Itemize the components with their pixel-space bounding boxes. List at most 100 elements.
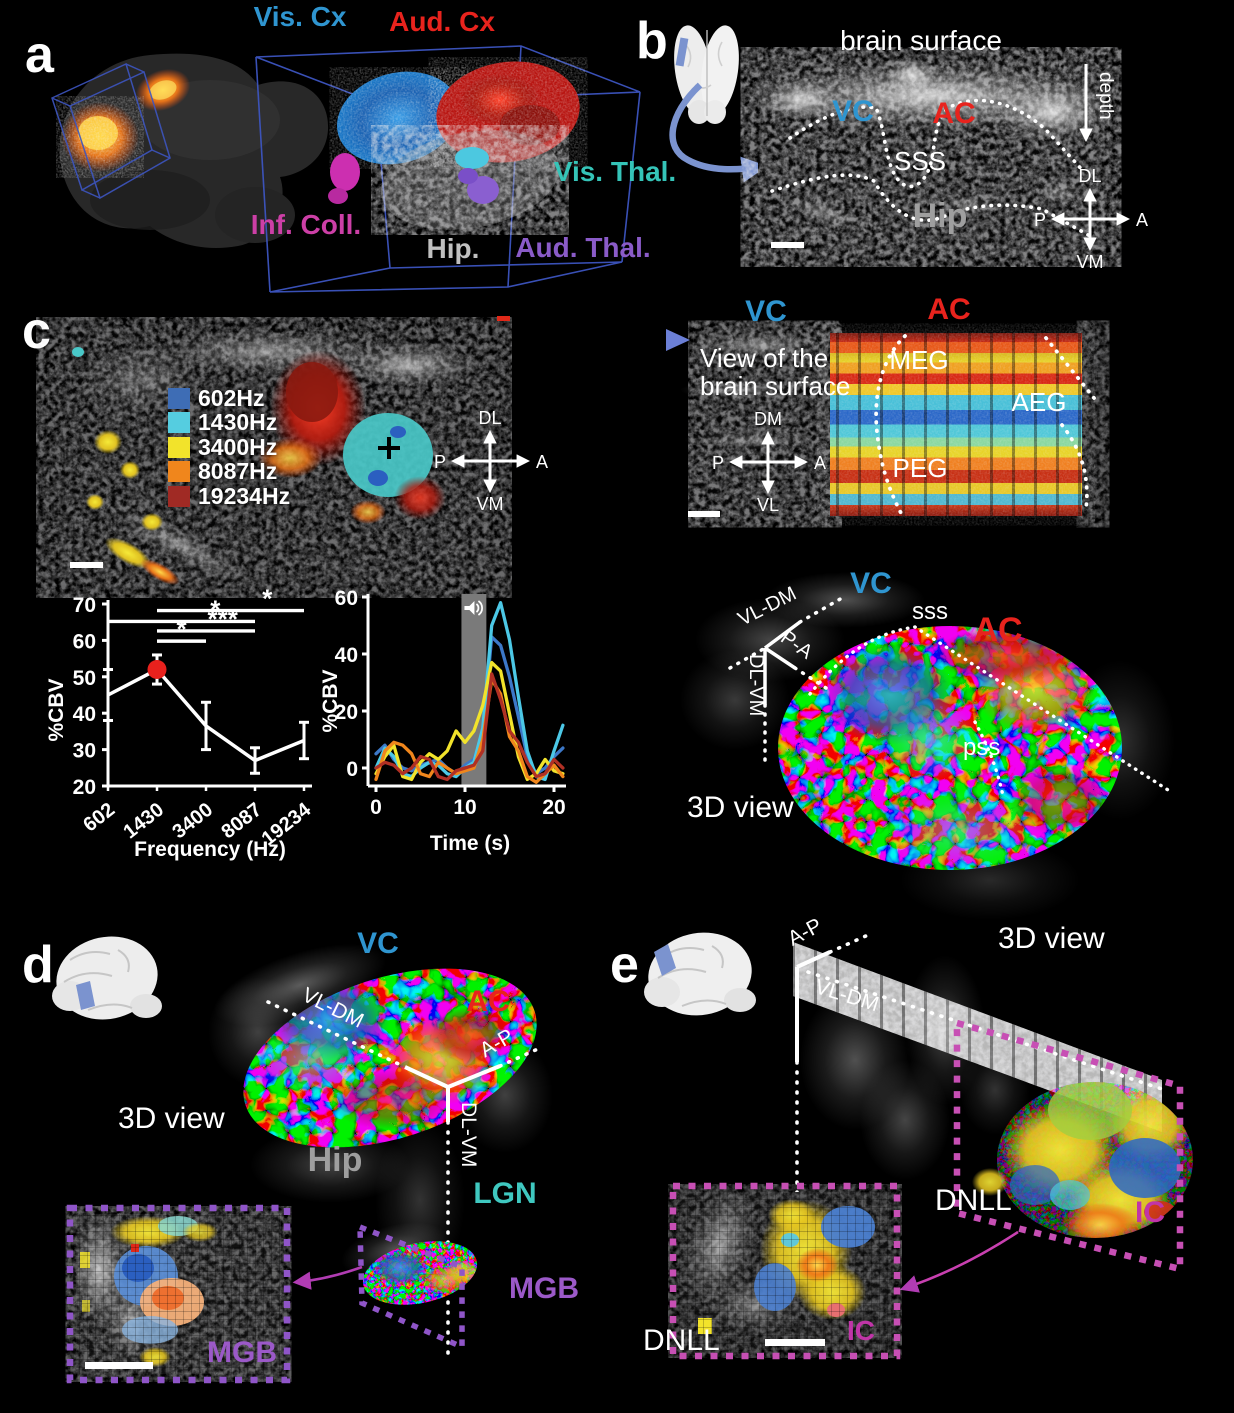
scale-bar	[765, 1339, 825, 1346]
panel-b-title: brain surface	[840, 25, 1002, 56]
wireframe-box-small	[51, 62, 171, 200]
compass-right: A	[536, 452, 548, 472]
surface-note-2: brain surface	[700, 371, 850, 401]
label-aud-cx: Aud. Cx	[389, 6, 495, 37]
label-sss: sss	[912, 598, 948, 625]
legend-label: 1430Hz	[198, 409, 278, 436]
legend-item-1430Hz: 1430Hz	[168, 411, 290, 436]
depth-label: depth	[1095, 72, 1116, 120]
view-3d-c: VL-DM DL-VM P-A VC sss AC pss 3D view	[680, 567, 1175, 920]
panel-d: d VL-DM A-P DL-VM VC AC 3D view	[22, 927, 579, 1384]
compass-up: DM	[754, 409, 782, 429]
panel-e: e 3D view A-P VL-DM	[610, 914, 1193, 1360]
compass-c-left: DL P A VM	[434, 408, 548, 514]
panel-a-letter: a	[25, 26, 55, 84]
svg-text:*: *	[210, 594, 221, 624]
scale-bar	[70, 562, 103, 568]
mgb-inset: MGB	[66, 1204, 291, 1384]
svg-text:20: 20	[542, 796, 565, 819]
panel-b: b brain surface VC AC SSS Hip depth	[636, 12, 1148, 272]
label-hip: Hip	[308, 1141, 363, 1179]
speaker-icon	[464, 600, 483, 616]
svg-text:60: 60	[73, 630, 96, 653]
svg-text:70: 70	[73, 594, 96, 617]
compass-right: A	[1136, 210, 1148, 230]
panel-d-letter: d	[22, 936, 54, 994]
legend-label: 19234Hz	[198, 482, 291, 509]
brain-3d-render-overview	[51, 53, 329, 248]
label-inf-coll: Inf. Coll.	[251, 209, 361, 240]
brain-icon-dorsal	[674, 25, 739, 124]
label-aud-thal: Aud. Thal.	[515, 232, 650, 263]
compass-left: P	[434, 452, 446, 472]
svg-text:40: 40	[335, 644, 358, 667]
label-ac: AC	[973, 611, 1022, 649]
gyri-boundaries-dotted	[874, 334, 1096, 517]
svg-text:602: 602	[79, 799, 119, 837]
label-mgb: MGB	[509, 1272, 579, 1305]
compass-c-right: DM P A VL	[712, 409, 826, 515]
brain-icon-lateral-e	[644, 932, 756, 1016]
slice-arrowhead	[666, 329, 690, 351]
crosshair-marker	[378, 437, 400, 459]
legend-item-19234Hz: 19234Hz	[168, 484, 290, 509]
tonotopy-slice	[58, 316, 510, 586]
sulci-dotted	[808, 625, 1170, 798]
label-pss: pss	[963, 734, 1000, 761]
svg-text:3400: 3400	[168, 799, 217, 844]
legend-swatch	[168, 485, 190, 507]
mgb-dashed-outline	[357, 1222, 465, 1352]
label-ac: AC	[932, 97, 975, 130]
inset-label-mgb: MGB	[207, 1336, 277, 1369]
label-vc: VC	[850, 567, 892, 600]
legend-item-3400Hz: 3400Hz	[168, 435, 290, 460]
surface-ac: AC	[927, 293, 970, 326]
label-ac: AC	[466, 985, 509, 1018]
legend-item-602Hz: 602Hz	[168, 386, 290, 411]
svg-text:1430: 1430	[119, 799, 168, 844]
mgb-volume	[341, 1222, 483, 1352]
ic-inset: DNLL IC	[643, 1182, 901, 1360]
frequency-legend: 602Hz 1430Hz 3400Hz 8087Hz 19234Hz	[168, 386, 290, 509]
series-8087Hz	[374, 678, 565, 784]
svg-text:%CBV: %CBV	[46, 678, 68, 741]
svg-text:60: 60	[335, 587, 358, 610]
svg-text:0: 0	[346, 758, 358, 781]
compass-b: DL P A VM	[1034, 166, 1148, 272]
surface-note-1: View of the	[700, 343, 828, 373]
cortex-outline-dotted	[770, 98, 1092, 238]
label-hip: Hip.	[427, 233, 480, 264]
svg-text:30: 30	[73, 740, 96, 763]
region-renders	[328, 61, 580, 230]
inset-border-e	[669, 1182, 901, 1360]
panel-a: a	[25, 1, 676, 293]
surface-view: View of the brain surface MEG AEG PEG	[666, 329, 1108, 518]
legend-swatch	[168, 436, 190, 458]
label-hip: Hip	[913, 197, 968, 235]
inset-arrow-d	[292, 1265, 363, 1290]
compass-left: P	[1034, 210, 1046, 230]
label-meg: MEG	[889, 345, 948, 375]
svg-text:20: 20	[335, 701, 358, 724]
svg-text:0: 0	[370, 796, 382, 819]
svg-text:10: 10	[453, 796, 476, 819]
label-dnll: DNLL	[935, 1184, 1012, 1217]
pointer-arrow	[669, 82, 768, 183]
legend-label: 3400Hz	[198, 433, 278, 460]
label-peg: PEG	[893, 453, 948, 483]
compass-down: VM	[1077, 252, 1104, 272]
compass-up: DL	[1078, 166, 1101, 186]
svg-text:%CBV: %CBV	[322, 669, 342, 732]
compass-down: VL	[757, 495, 779, 515]
scale-bar	[771, 242, 804, 248]
svg-text:20: 20	[73, 776, 96, 799]
label-vc: VC	[832, 95, 874, 128]
surface-vc: VC	[745, 295, 787, 328]
legend-swatch	[168, 387, 190, 409]
svg-text:Time (s): Time (s)	[430, 832, 510, 855]
label-aeg: AEG	[1012, 387, 1067, 417]
inset-arrow-e	[899, 1230, 1019, 1293]
panel-c: c DL P A VM	[22, 293, 1175, 920]
